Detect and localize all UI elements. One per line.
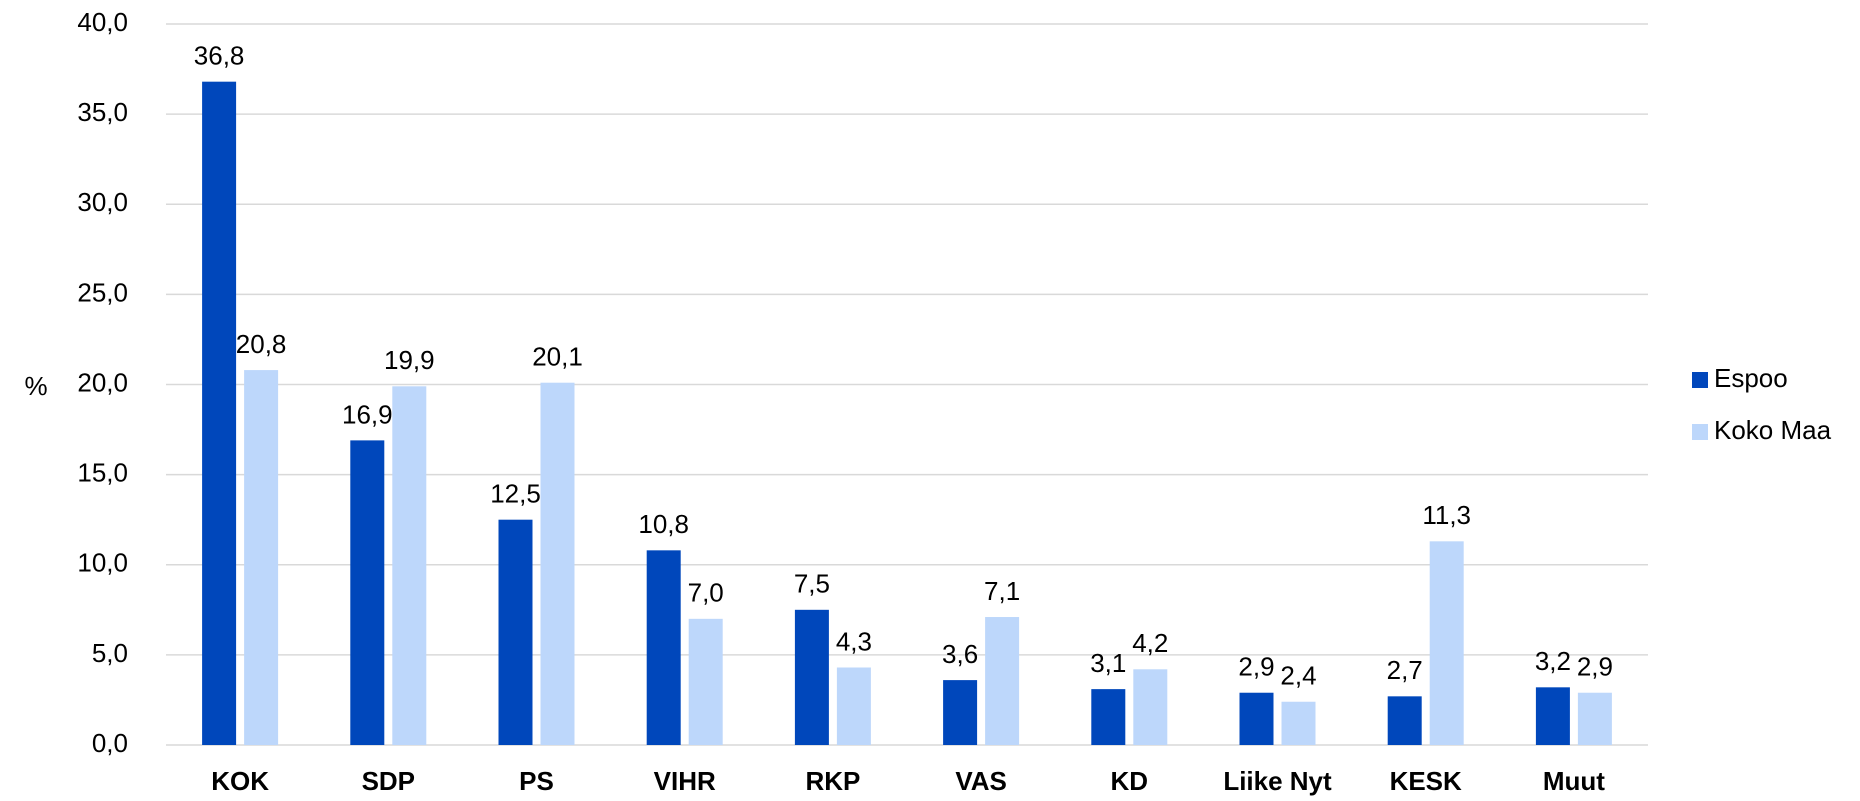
- data-label: 16,9: [342, 399, 393, 429]
- y-tick-label: 25,0: [77, 277, 128, 307]
- bar: [836, 667, 871, 745]
- data-label: 4,3: [836, 626, 872, 656]
- bar: [244, 370, 279, 745]
- y-tick-label: 30,0: [77, 187, 128, 217]
- bar: [1387, 696, 1422, 745]
- bar: [350, 440, 385, 745]
- x-tick-label: SDP: [362, 766, 415, 796]
- bar: [688, 618, 723, 745]
- data-label: 10,8: [638, 509, 689, 539]
- y-tick-label: 10,0: [77, 548, 128, 578]
- data-label: 20,8: [236, 329, 287, 359]
- legend-swatch: [1692, 424, 1708, 440]
- x-tick-label: VIHR: [654, 766, 716, 796]
- x-tick-label: KD: [1111, 766, 1149, 796]
- bar: [794, 609, 829, 745]
- bar: [1577, 692, 1612, 745]
- x-tick-label: KESK: [1390, 766, 1462, 796]
- bar: [1281, 701, 1316, 745]
- data-label: 3,6: [942, 639, 978, 669]
- bar: [943, 680, 978, 745]
- data-label: 3,1: [1090, 648, 1126, 678]
- data-label: 11,3: [1422, 500, 1471, 530]
- bar: [646, 550, 681, 745]
- data-label: 2,9: [1577, 652, 1613, 682]
- y-tick-label: 15,0: [77, 458, 128, 488]
- data-label: 4,2: [1132, 628, 1168, 658]
- data-label: 2,9: [1238, 652, 1274, 682]
- bar: [498, 519, 533, 745]
- x-tick-label: PS: [519, 766, 554, 796]
- bar: [1429, 541, 1464, 745]
- data-label: 2,7: [1387, 655, 1423, 685]
- y-tick-label: 40,0: [77, 7, 128, 37]
- legend-swatch: [1692, 372, 1708, 388]
- data-label: 36,8: [194, 41, 245, 71]
- bar: [540, 382, 575, 745]
- data-label: 7,5: [794, 569, 830, 599]
- x-tick-label: VAS: [955, 766, 1007, 796]
- x-tick-label: Liike Nyt: [1223, 766, 1332, 796]
- data-label: 19,9: [384, 345, 435, 375]
- bar: [1091, 689, 1126, 745]
- data-label: 3,2: [1535, 646, 1571, 676]
- y-tick-label: 0,0: [92, 728, 128, 758]
- data-label: 12,5: [490, 479, 541, 509]
- x-tick-label: RKP: [805, 766, 860, 796]
- data-label: 7,0: [688, 578, 724, 608]
- bar: [985, 617, 1020, 745]
- data-label: 2,4: [1280, 661, 1316, 691]
- x-tick-label: Muut: [1543, 766, 1605, 796]
- legend-label: Espoo: [1714, 363, 1788, 393]
- y-tick-label: 35,0: [77, 97, 128, 127]
- y-axis-label: %: [24, 371, 47, 401]
- bar: [202, 81, 237, 746]
- bar: [392, 386, 427, 745]
- y-tick-label: 5,0: [92, 638, 128, 668]
- data-label: 20,1: [532, 342, 583, 372]
- data-label: 7,1: [984, 576, 1020, 606]
- bar: [1133, 669, 1168, 745]
- bar: [1239, 692, 1274, 745]
- legend-label: Koko Maa: [1714, 415, 1832, 445]
- bar: [1535, 687, 1570, 745]
- y-tick-label: 20,0: [77, 367, 128, 397]
- x-tick-label: KOK: [211, 766, 269, 796]
